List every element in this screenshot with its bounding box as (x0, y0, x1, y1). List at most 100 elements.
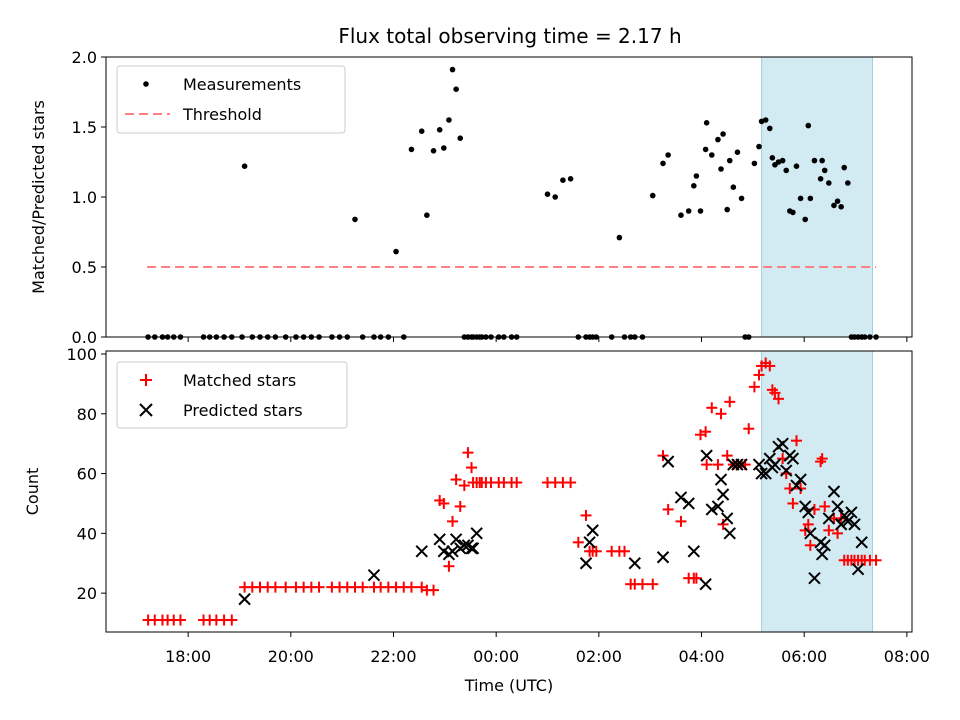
legend-matched-marker (140, 374, 152, 386)
predicted-star-point (802, 506, 815, 519)
cross-stroke-b (470, 527, 483, 540)
cross-stroke-b (687, 545, 701, 558)
cross-stroke-b (822, 512, 836, 525)
matched-star-point (447, 515, 459, 527)
matched-star-point (269, 581, 281, 593)
measurement-point (807, 195, 814, 202)
cross-stroke-b (628, 557, 641, 570)
legend-measurements-label: Measurements (183, 75, 301, 94)
matched-star-point (773, 393, 785, 405)
predicted-star-point (367, 568, 381, 582)
matched-star-point (174, 614, 186, 626)
matched-star-point (357, 581, 369, 593)
count-panel: 20 40 60 80 100 18:00 20:00 22:00 00:00 02:00 04:… (23, 345, 930, 695)
predicted-star-point (808, 571, 821, 585)
measurement-point (697, 208, 704, 214)
cross-stroke-b (415, 545, 428, 558)
cross-stroke-b (699, 577, 712, 591)
predicted-star-point (755, 467, 768, 480)
legend-predicted-cross (139, 403, 153, 417)
y-tick-label: 80 (77, 405, 97, 424)
measurement-point (453, 86, 459, 92)
predicted-star-point (841, 515, 855, 528)
y-tick-label: 20 (77, 584, 97, 603)
matched-star-point (647, 578, 659, 590)
cross-stroke-b (714, 473, 728, 486)
predicted-star-point (674, 491, 688, 504)
legend-predicted-marker (139, 403, 153, 417)
x-tick-label: 08:00 (884, 647, 930, 666)
cross-stroke-b (786, 452, 800, 465)
predicted-star-point (458, 539, 471, 552)
legend-threshold-label: Threshold (182, 105, 262, 124)
measurement-point (726, 157, 733, 164)
matched-star-point (438, 497, 450, 509)
cross-stroke-b (466, 542, 480, 555)
predicted-star-point (628, 557, 641, 570)
count-y-ticks: 20 40 60 80 100 (66, 345, 106, 603)
cross-stroke-b (433, 533, 446, 546)
predicted-star-point (790, 479, 803, 492)
cross-stroke-b (780, 464, 793, 477)
predicted-star-point (815, 548, 829, 561)
measurement-point (783, 167, 790, 174)
measurement-point (762, 117, 769, 123)
predicted-star-point (822, 512, 836, 525)
predicted-star-point (705, 503, 718, 516)
matched-star-point (458, 480, 470, 492)
predicted-star-points (238, 437, 868, 606)
predicted-star-point (794, 473, 807, 486)
measurement-point (393, 248, 399, 255)
cross-stroke-b (799, 500, 812, 513)
predicted-star-point (716, 488, 730, 501)
predicted-star-point (804, 527, 817, 540)
matched-star-point (721, 450, 733, 462)
cross-stroke-b (851, 563, 865, 576)
matched-star-point (799, 524, 811, 536)
cross-stroke-b (755, 467, 768, 480)
matched-star-points (142, 357, 882, 626)
ratio-legend: Measurements Threshold (116, 65, 346, 134)
cross-stroke-b (449, 533, 463, 546)
predicted-star-point (661, 455, 675, 468)
matched-star-point (764, 360, 776, 372)
cross-stroke-b (818, 539, 831, 552)
measurement-point (685, 208, 692, 214)
matched-star-point (443, 560, 455, 572)
measurement-point (408, 146, 415, 153)
predicted-star-point (687, 545, 701, 558)
cross-stroke-b (841, 515, 855, 528)
cross-stroke-b (446, 545, 459, 558)
cross-stroke-b (838, 509, 851, 522)
predicted-star-point (848, 518, 861, 531)
predicted-star-point (415, 545, 428, 558)
cross-stroke-b (716, 488, 730, 501)
matched-star-point (706, 402, 718, 414)
x-axis-label: Time (UTC) (464, 676, 553, 695)
measurement-point (817, 176, 824, 182)
cross-stroke-b (794, 473, 807, 486)
matched-star-point (715, 408, 727, 420)
y-tick-label: 100 (66, 345, 97, 364)
measurement-point (715, 136, 721, 143)
predicted-star-point (827, 485, 841, 498)
matched-star-point (753, 369, 765, 381)
predicted-star-point (776, 437, 789, 450)
count-y-axis-label: Count (23, 468, 42, 516)
predicted-star-point (699, 577, 712, 591)
matched-star-point (454, 500, 466, 512)
cross-stroke-b (763, 452, 777, 465)
predicted-star-point (831, 500, 844, 513)
predicted-star-point (818, 539, 831, 552)
legend-matched-plus (140, 374, 152, 386)
cross-stroke-b (700, 449, 713, 462)
predicted-star-point (700, 449, 713, 462)
measurement-point (790, 209, 796, 216)
legend-matched-label: Matched stars (183, 371, 296, 390)
cross-stroke-b (768, 458, 782, 471)
cross-stroke-b (790, 479, 803, 492)
ratio-y-ticks: 0.0 0.5 1.0 1.5 2.0 (72, 48, 106, 347)
cross-stroke-b (776, 437, 789, 450)
y-tick-label: 0.0 (72, 328, 97, 347)
predicted-star-point (786, 452, 800, 465)
